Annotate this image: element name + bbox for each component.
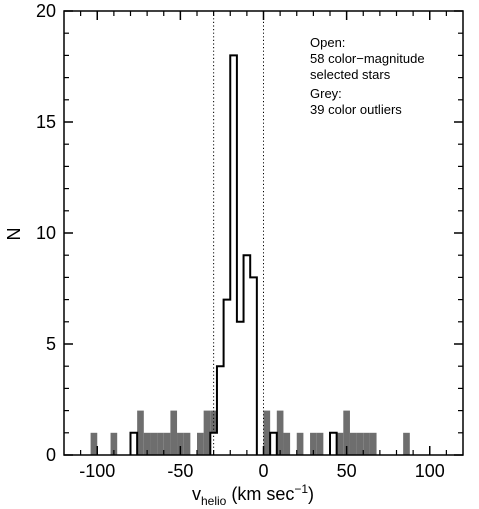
- x-tick-label: -50: [167, 461, 193, 481]
- grey-bar-7: [170, 410, 178, 455]
- grey-bar-10: [197, 432, 204, 455]
- x-tick-label: -100: [79, 461, 115, 481]
- y-tick-label: 10: [36, 223, 56, 243]
- y-tick-label: 15: [36, 112, 56, 132]
- grey-bar-9: [183, 432, 191, 455]
- grey-bar-26: [356, 432, 364, 455]
- x-tick-label: 50: [337, 461, 357, 481]
- grey-bar-2: [137, 410, 144, 455]
- grey-bar-0: [90, 432, 98, 455]
- legend-open-title: Open:: [310, 35, 345, 50]
- grey-bar-22: [316, 432, 324, 455]
- grey-bar-19: [283, 432, 291, 455]
- x-axis-title-subscript: helio: [201, 494, 227, 508]
- x-axis-title: vhelio (km sec−1): [192, 482, 314, 508]
- grey-bar-25: [349, 432, 357, 455]
- x-axis-title-unit: (km sec: [226, 484, 294, 504]
- legend-open-line1: 58 color−magnitude: [310, 51, 425, 66]
- y-tick-label: 0: [46, 445, 56, 465]
- open-histogram-step-1: [209, 54, 258, 455]
- x-axis-title-close: ): [308, 484, 314, 504]
- grey-bar-5: [157, 432, 164, 455]
- open-series-bars: [129, 54, 338, 455]
- grey-bar-24: [343, 410, 350, 455]
- grey-bar-11: [203, 410, 211, 455]
- grey-bar-21: [310, 432, 317, 455]
- legend: Open: 58 color−magnitude selected stars …: [310, 35, 425, 117]
- y-axis-title: N: [4, 228, 24, 241]
- grey-bar-8: [177, 432, 184, 455]
- legend-grey-title: Grey:: [310, 86, 342, 101]
- open-histogram-step-2: [269, 431, 278, 455]
- grey-bar-17: [263, 410, 271, 455]
- x-axis-title-main: v: [192, 484, 201, 504]
- grey-bar-3: [143, 432, 151, 455]
- grey-bar-4: [150, 432, 158, 455]
- grey-bar-27: [363, 432, 370, 455]
- open-histogram-step-3: [329, 431, 338, 455]
- plot-frame: [63, 10, 464, 456]
- grey-bar-20: [296, 432, 304, 455]
- grey-bar-1: [110, 432, 118, 455]
- x-tick-label: 100: [415, 461, 445, 481]
- x-tick-label: 0: [258, 461, 268, 481]
- y-tick-label: 5: [46, 334, 56, 354]
- grey-bar-28: [369, 432, 377, 455]
- open-histogram-step-0: [129, 431, 139, 455]
- grey-bar-29: [403, 432, 410, 455]
- x-axis-title-exponent: −1: [294, 482, 308, 496]
- grey-bar-23: [336, 432, 344, 455]
- legend-grey-line1: 39 color outliers: [310, 102, 402, 117]
- axis-tick-labels: -100 -50 0 50 100 0 5 10 15 20: [36, 1, 445, 481]
- grey-bar-6: [163, 432, 171, 455]
- legend-open-line2: selected stars: [310, 67, 391, 82]
- grey-bar-18: [276, 410, 284, 455]
- axis-ticks: [64, 10, 463, 456]
- y-tick-label: 20: [36, 1, 56, 21]
